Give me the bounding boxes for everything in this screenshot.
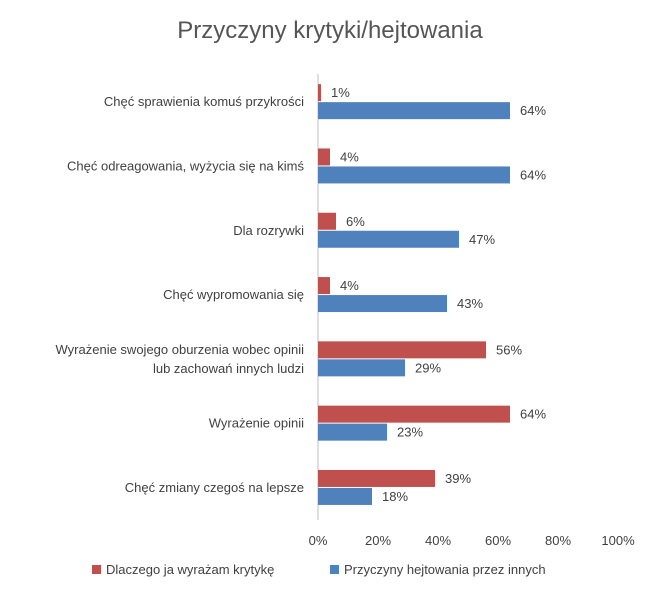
bar-others-hate bbox=[318, 166, 510, 184]
bar-others-hate bbox=[318, 359, 405, 377]
x-tick-label: 80% bbox=[545, 533, 571, 548]
data-label: 6% bbox=[346, 214, 365, 229]
x-tick-label: 100% bbox=[601, 533, 635, 548]
data-label: 64% bbox=[520, 103, 546, 118]
category-label: Dla rozrywki bbox=[233, 223, 304, 238]
plot-area: Chęć sprawienia komuś przykrości 1% 64% Chę… bbox=[56, 74, 546, 521]
bar-own-criticism bbox=[318, 277, 330, 295]
legend-swatch bbox=[330, 565, 339, 574]
data-label: 23% bbox=[397, 425, 423, 440]
category-label: Wyrażenie swojego oburzenia wobec opinii… bbox=[56, 342, 305, 376]
category-label: Chęć wypromowania się bbox=[163, 287, 304, 302]
x-tick-label: 60% bbox=[485, 533, 511, 548]
legend-label: Dlaczego ja wyrażam krytykę bbox=[106, 562, 274, 577]
data-label: 64% bbox=[520, 167, 546, 182]
category-label: Chęć zmiany czegoś na lepsze bbox=[125, 480, 304, 495]
data-label: 64% bbox=[520, 407, 546, 422]
bar-others-hate bbox=[318, 295, 447, 313]
legend-label: Przyczyny hejtowania przez innych bbox=[344, 562, 546, 577]
data-label: 4% bbox=[340, 278, 359, 293]
x-tick-label: 40% bbox=[425, 533, 451, 548]
bar-own-criticism bbox=[318, 212, 336, 230]
data-label: 39% bbox=[445, 471, 471, 486]
data-label: 4% bbox=[340, 149, 359, 164]
data-label: 18% bbox=[382, 489, 408, 504]
bar-own-criticism bbox=[318, 148, 330, 166]
bar-others-hate bbox=[318, 230, 459, 248]
data-label: 29% bbox=[415, 360, 441, 375]
x-tick-label: 0% bbox=[309, 533, 328, 548]
x-axis-ticks: 0% 20% 40% 60% 80% 100% bbox=[309, 533, 635, 548]
bar-own-criticism bbox=[318, 469, 435, 487]
legend: Dlaczego ja wyrażam krytykę Przyczyny hej… bbox=[92, 562, 546, 577]
data-label: 1% bbox=[331, 85, 350, 100]
legend-swatch bbox=[92, 565, 101, 574]
data-label: 47% bbox=[469, 232, 495, 247]
category-label: Chęć odreagowania, wyżycia się na kimś bbox=[67, 158, 304, 173]
bar-others-hate bbox=[318, 487, 372, 505]
bar-own-criticism bbox=[318, 84, 321, 102]
category-label: Wyrażenie opinii bbox=[209, 416, 304, 431]
data-label: 56% bbox=[496, 342, 522, 357]
bar-own-criticism bbox=[318, 341, 486, 359]
bar-others-hate bbox=[318, 102, 510, 120]
bar-others-hate bbox=[318, 423, 387, 441]
data-label: 43% bbox=[457, 296, 483, 311]
bar-own-criticism bbox=[318, 405, 510, 423]
chart-title: Przyczyny krytyki/hejtowania bbox=[177, 17, 483, 44]
category-label: Chęć sprawienia komuś przykrości bbox=[104, 94, 304, 109]
x-tick-label: 20% bbox=[365, 533, 391, 548]
